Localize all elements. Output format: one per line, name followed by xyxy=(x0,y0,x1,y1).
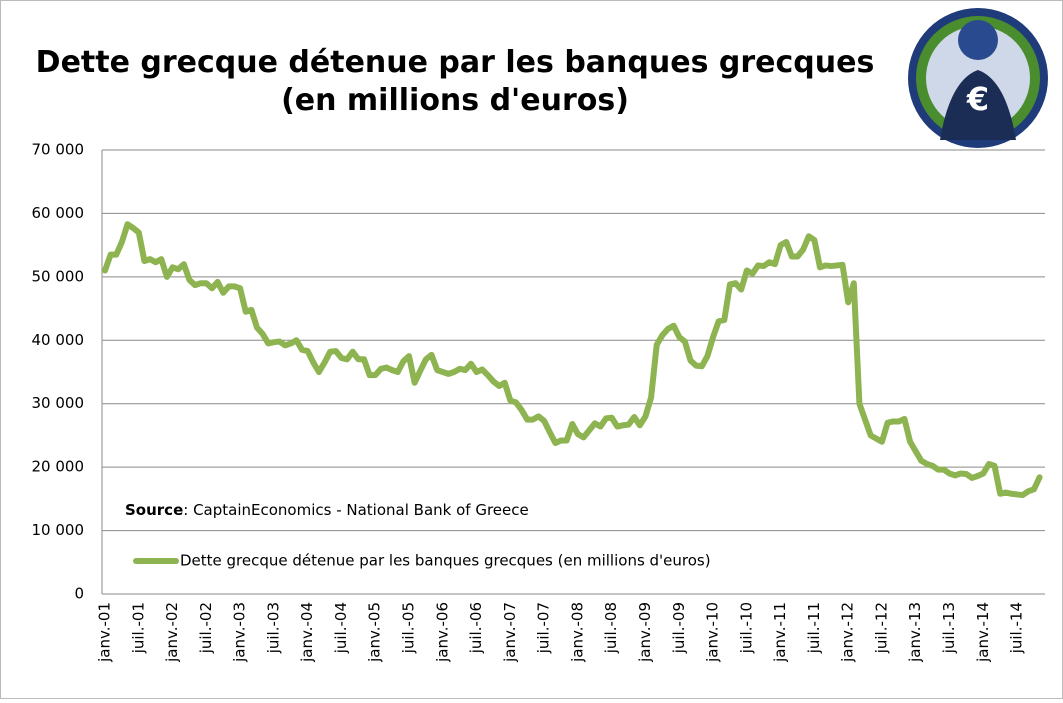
x-tick-label: juil.-07 xyxy=(535,602,553,654)
plot-area: 0 10 000 20 000 30 000 40 000 50 000 60 000 70 … xyxy=(32,141,1045,663)
source-text: : CaptainEconomics - National Bank of Gr… xyxy=(183,501,528,519)
x-tick-label: janv.-07 xyxy=(501,602,519,663)
x-tick-label: juil.-09 xyxy=(670,602,688,654)
x-tick-label: janv.-09 xyxy=(636,602,654,663)
x-tick-label: janv.-11 xyxy=(771,602,789,663)
chart-title: (en millions d'euros) xyxy=(281,83,629,118)
x-tick-label: juil.-12 xyxy=(872,602,890,654)
x-tick-label: juil.-14 xyxy=(1008,602,1026,654)
x-tick-label: juil.-03 xyxy=(264,602,282,654)
x-tick-label: juil.-05 xyxy=(400,602,418,654)
x-tick-label: janv.-02 xyxy=(163,602,181,663)
x-tick-label: janv.-14 xyxy=(974,602,992,663)
y-tick-label: 0 xyxy=(74,585,84,603)
x-tick-label: janv.-01 xyxy=(96,602,114,663)
source-label: Source xyxy=(125,501,183,519)
x-tick-label: juil.-01 xyxy=(129,602,147,654)
x-tick-label: janv.-05 xyxy=(366,602,384,663)
x-tick-label: janv.-03 xyxy=(231,602,249,663)
x-tick-label: juil.-10 xyxy=(737,602,755,654)
data-line xyxy=(102,221,1043,499)
x-tick-label: janv.-10 xyxy=(704,602,722,663)
y-tick-label: 50 000 xyxy=(32,267,85,285)
x-tick-label: janv.-06 xyxy=(433,602,451,663)
y-tick-label: 40 000 xyxy=(32,331,85,349)
x-tick-label: juil.-02 xyxy=(197,602,215,654)
y-tick-label: 10 000 xyxy=(32,521,85,539)
y-tick-label: 60 000 xyxy=(32,204,85,222)
x-tick-label: juil.-06 xyxy=(467,602,485,654)
legend-label: Dette grecque détenue par les banques gr… xyxy=(180,552,711,570)
x-tick-label: juil.-08 xyxy=(602,602,620,654)
x-tick-label: janv.-08 xyxy=(568,602,586,663)
x-tick-label: janv.-12 xyxy=(839,602,857,663)
y-tick-label: 30 000 xyxy=(32,394,85,412)
y-tick-label: 70 000 xyxy=(32,141,85,159)
x-tick-label: juil.-11 xyxy=(805,602,823,654)
svg-text:€: € xyxy=(966,80,989,118)
x-tick-label: juil.-04 xyxy=(332,602,350,654)
x-tick-label: janv.-04 xyxy=(298,602,316,663)
x-tick-label: juil.-13 xyxy=(940,602,958,654)
source: Source: CaptainEconomics - National Bank… xyxy=(125,501,529,519)
y-tick-label: 20 000 xyxy=(32,458,85,476)
x-tick-label: janv.-13 xyxy=(906,602,924,663)
logo: € xyxy=(908,8,1048,148)
chart-title: Dette grecque détenue par les banques gr… xyxy=(36,45,875,80)
